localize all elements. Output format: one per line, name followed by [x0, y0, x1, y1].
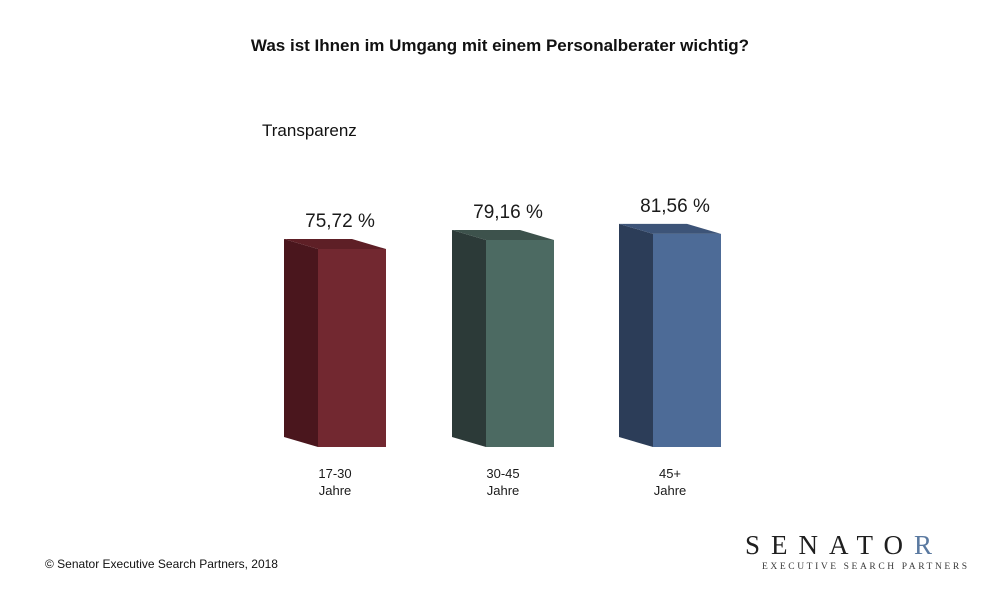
senator-logo: SENATOR EXECUTIVE SEARCH PARTNERS: [745, 530, 975, 572]
category-label: Jahre: [487, 483, 520, 498]
logo-word-main: SENATO: [745, 530, 915, 560]
bar-group: [452, 230, 554, 447]
bar-top: [619, 223, 721, 234]
bar: [653, 233, 721, 447]
logo-word-last: R: [914, 530, 944, 560]
bar-side: [284, 239, 318, 447]
category-label: 30-45: [486, 466, 519, 481]
bar-group: [284, 239, 386, 447]
chart-subtitle: Transparenz: [262, 121, 357, 140]
logo-wordmark: SENATOR: [745, 530, 975, 560]
category-label: Jahre: [319, 483, 352, 498]
bar: [318, 249, 386, 447]
category-label: 17-30: [318, 466, 351, 481]
bar-side: [452, 230, 486, 447]
chart-title: Was ist Ihnen im Umgang mit einem Person…: [250, 36, 750, 55]
data-label: 75,72 %: [305, 211, 375, 232]
category-label: Jahre: [654, 483, 687, 498]
bar: [486, 240, 554, 447]
copyright-text: © Senator Executive Search Partners, 201…: [45, 557, 278, 571]
data-label: 79,16 %: [473, 202, 543, 223]
bar-group: [619, 223, 721, 447]
category-label: 45+: [659, 466, 681, 481]
bar-side: [619, 223, 653, 447]
bar-top: [452, 230, 554, 241]
bar-top: [284, 239, 386, 249]
logo-tagline: EXECUTIVE SEARCH PARTNERS: [762, 562, 970, 572]
data-label: 81,56 %: [640, 196, 710, 217]
